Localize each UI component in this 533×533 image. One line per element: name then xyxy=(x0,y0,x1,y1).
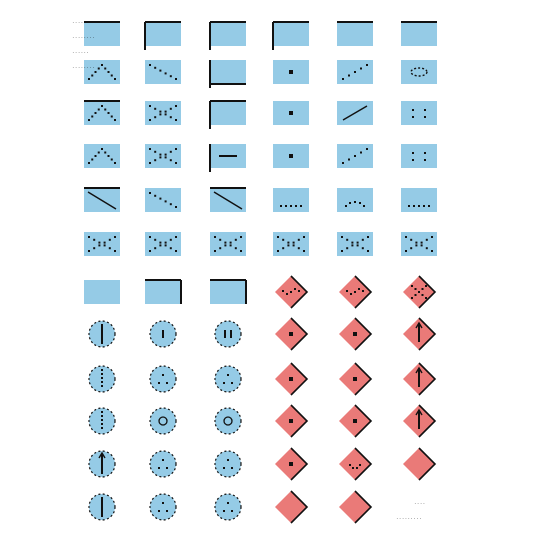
glyph-diagonal-down-dots xyxy=(145,60,181,84)
glyph-circle-bar xyxy=(149,320,177,348)
glyph-center-dot xyxy=(273,60,309,84)
glyph-frame-left-top xyxy=(209,100,246,129)
glyph-center-dot xyxy=(273,144,309,168)
caption-line: ...... xyxy=(72,19,90,24)
glyph-circle-dots xyxy=(214,365,242,393)
glyph-center-dot xyxy=(273,101,309,125)
glyph-circle-bar-dots xyxy=(88,365,116,393)
glyph-cross-dots xyxy=(401,232,437,256)
glyph-circle-dots xyxy=(214,450,242,478)
glyph-circle-ring xyxy=(214,407,242,435)
glyph-frame-top xyxy=(84,21,120,46)
glyph-cross-dots xyxy=(145,144,181,168)
glyph-circle-line xyxy=(88,320,116,348)
glyph-diamond-dot xyxy=(275,447,309,481)
glyph-diamond-dot xyxy=(275,317,309,351)
glyph-circle-dots xyxy=(149,365,177,393)
glyph-scatter-dots xyxy=(401,144,437,168)
glyph-frame-left-top xyxy=(272,21,309,50)
glyph-diamond-dot xyxy=(339,404,373,438)
glyph-diamond-wave xyxy=(339,275,373,309)
glyph-frame-left-top xyxy=(144,21,181,50)
caption-line: ...... xyxy=(72,49,90,54)
glyph-peak-dots xyxy=(84,144,120,168)
glyph-circle-line xyxy=(88,493,116,521)
glyph-frame-top xyxy=(401,21,437,46)
glyph-diamond-smile xyxy=(339,447,373,481)
glyph-circle-double-bar xyxy=(214,320,242,348)
glyph-circle-bar-dots xyxy=(88,407,116,435)
glyph-diamond-arrow xyxy=(403,362,437,396)
glyph-frame-right xyxy=(210,279,247,304)
glyph-cross-dots xyxy=(273,232,309,256)
glyph-circle-dots xyxy=(214,493,242,521)
glyph-diagonal-up-dots xyxy=(337,60,373,84)
glyph-diagonal-down xyxy=(84,187,120,212)
glyph-diamond-arrow xyxy=(403,317,437,351)
glyph-frame-left-bottom xyxy=(209,60,246,88)
glyph-cross-dots xyxy=(84,232,120,256)
glyph-diamond-wave xyxy=(275,275,309,309)
glyph-frame-right xyxy=(145,279,182,304)
glyph-circle-ring xyxy=(149,407,177,435)
glyph-diamond-dot xyxy=(339,362,373,396)
glyph-diamond-arrow xyxy=(403,404,437,438)
glyph-diagonal-down xyxy=(210,187,246,212)
footnote-line: .... xyxy=(414,500,426,505)
glyph-circle-arrow xyxy=(88,450,116,478)
glyph-cross-dots xyxy=(210,232,246,256)
sheet-caption: ...... ........ ...... ........ xyxy=(72,9,95,79)
glyph-dash-line xyxy=(273,188,309,212)
glyph-wave-dots xyxy=(337,188,373,212)
glyph-cross-dots xyxy=(337,232,373,256)
glyph-peak-cross xyxy=(84,100,120,125)
glyph-cross-dots xyxy=(145,101,181,125)
glyph-frame-left-top xyxy=(209,21,246,50)
glyph-diamond-cross xyxy=(403,275,437,309)
caption-line: ........ xyxy=(72,34,96,39)
glyph-diamond-plain xyxy=(339,490,373,524)
glyph-diamond-dot xyxy=(339,317,373,351)
glyph-loop-mark xyxy=(401,60,437,84)
glyph-circle-dots xyxy=(149,450,177,478)
glyph-diamond-dot xyxy=(275,404,309,438)
caption-line: ........ xyxy=(72,64,96,69)
sheet-footnote: .... ......... xyxy=(396,490,426,530)
glyph-diamond-plain xyxy=(403,447,437,481)
glyph-cross-dots xyxy=(145,232,181,256)
glyph-bar-mark xyxy=(209,144,246,172)
glyph-scatter-dots xyxy=(401,101,437,125)
glyph-rect-plain xyxy=(84,280,120,304)
glyph-circle-dots xyxy=(149,493,177,521)
glyph-peak-dots xyxy=(84,60,120,84)
glyph-frame-top xyxy=(337,21,373,46)
glyph-dash-line xyxy=(401,188,437,212)
glyph-diamond-dot xyxy=(275,362,309,396)
glyph-diagonal-down-dots xyxy=(145,188,181,212)
glyph-diagonal-up-dots xyxy=(337,144,373,168)
glyph-diagonal-up xyxy=(337,101,373,125)
glyph-diamond-plain xyxy=(275,490,309,524)
footnote-line: ......... xyxy=(396,515,423,520)
